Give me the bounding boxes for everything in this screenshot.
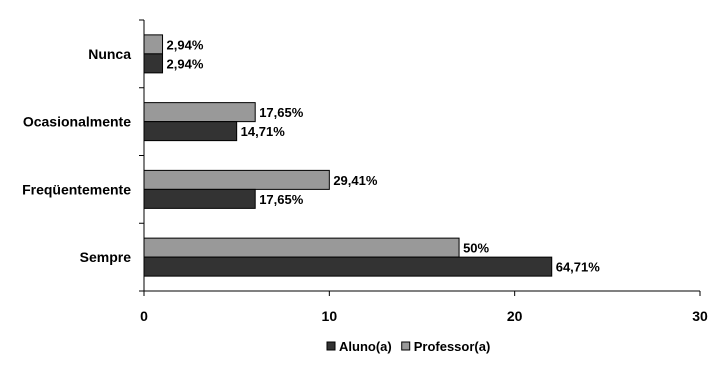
data-label: 64,71% (556, 260, 601, 275)
x-tick-label: 30 (692, 308, 708, 324)
x-ticks-group: 0 10 20 30 (140, 291, 708, 324)
data-label: 2,94% (167, 56, 204, 71)
category-labels-group: Nunca Ocasionalmente Freqüentemente Sempre (22, 19, 144, 292)
data-label: 50% (463, 241, 489, 256)
x-tick-label: 20 (507, 308, 523, 324)
bar-professora-3 (143, 169, 330, 190)
legend-label: Professor(a) (414, 339, 491, 354)
category-label: Sempre (80, 249, 132, 265)
legend: Aluno(a) Professor(a) (326, 339, 491, 354)
bar-professora-2 (143, 102, 256, 123)
legend-swatch (401, 341, 411, 351)
bar-alunoa-3 (143, 188, 256, 209)
data-label: 29,41% (333, 173, 378, 188)
data-label: 14,71% (241, 124, 286, 139)
legend-label: Aluno(a) (339, 339, 392, 354)
category-label: Freqüentemente (22, 181, 131, 197)
data-label: 17,65% (259, 192, 304, 207)
value-labels-group: 2,94% 2,94% 17,65% 14,71% 29,41% 17,65% 50% 64,… (167, 37, 601, 274)
category-label: Ocasionalmente (23, 114, 131, 130)
bar-professora-4 (143, 237, 460, 258)
x-tick-label: 0 (140, 308, 148, 324)
bar-alunoa-1 (143, 53, 164, 74)
x-tick-label: 10 (322, 308, 338, 324)
bars-group (143, 34, 553, 277)
data-label: 17,65% (259, 105, 304, 120)
legend-swatch (326, 341, 336, 351)
bar-alunoa-4 (143, 256, 553, 277)
bar-professora-1 (143, 34, 164, 55)
category-label: Nunca (88, 46, 131, 62)
bar-alunoa-2 (143, 121, 238, 142)
data-label: 2,94% (167, 37, 204, 52)
